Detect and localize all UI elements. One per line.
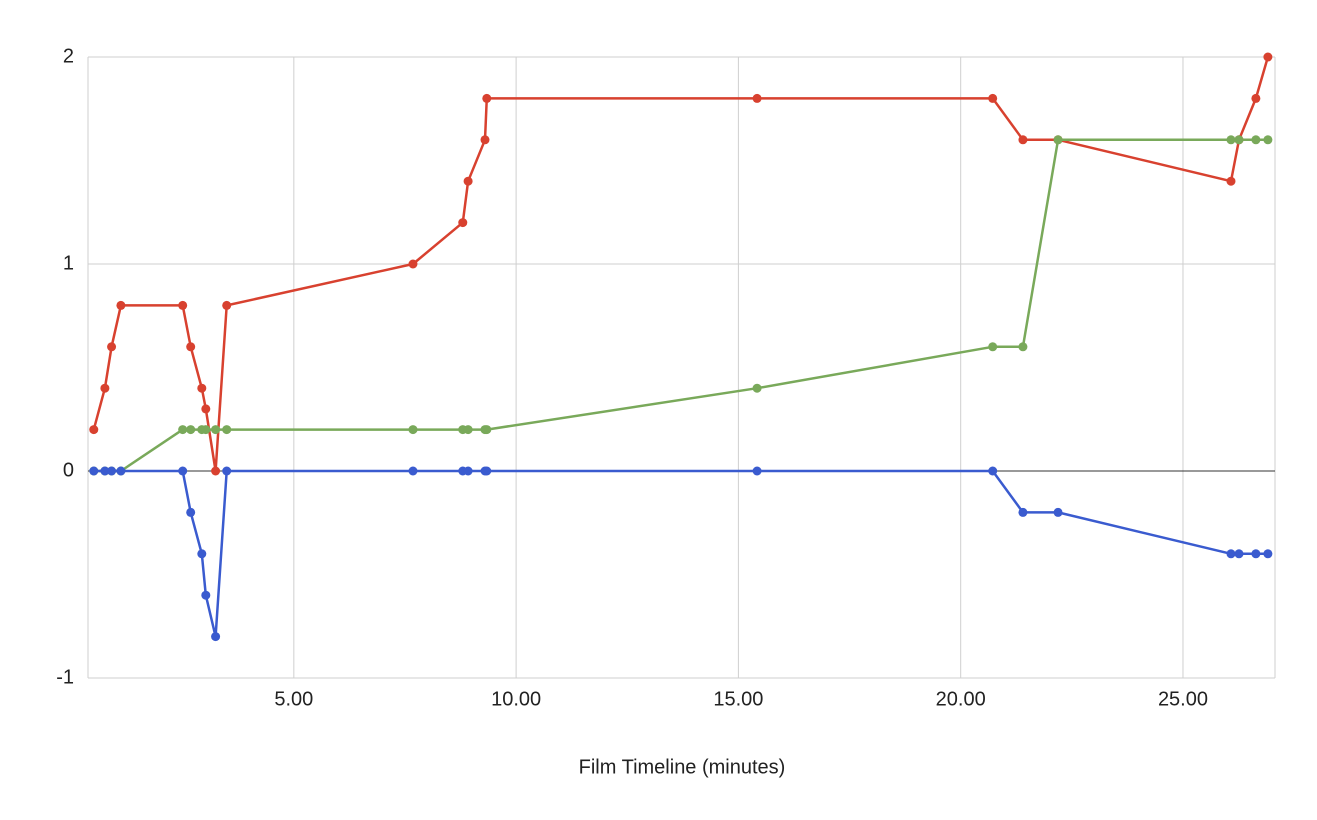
- data-point: [100, 466, 110, 476]
- series-line: [93, 469, 1268, 638]
- data-point: [1053, 507, 1063, 517]
- data-point: [482, 466, 492, 476]
- y-tick-label: -1: [56, 666, 74, 688]
- data-point: [1251, 549, 1261, 559]
- data-point: [1251, 135, 1261, 145]
- x-tick-label: 10.00: [491, 688, 541, 710]
- data-point: [178, 466, 188, 476]
- data-point: [186, 342, 196, 352]
- data-point: [988, 342, 998, 352]
- data-point: [116, 466, 126, 476]
- data-point: [1263, 549, 1273, 559]
- data-point: [222, 425, 232, 435]
- data-point: [89, 466, 99, 476]
- data-point: [211, 632, 221, 642]
- data-point: [463, 425, 473, 435]
- data-point: [201, 404, 211, 414]
- data-point: [463, 466, 473, 476]
- data-point: [1263, 52, 1273, 62]
- data-point: [482, 425, 492, 435]
- data-point: [89, 425, 99, 435]
- data-point: [408, 466, 418, 476]
- data-point: [100, 383, 110, 393]
- data-point: [463, 176, 473, 186]
- data-point: [988, 93, 998, 103]
- data-point: [1234, 135, 1244, 145]
- data-point: [988, 466, 998, 476]
- data-point: [186, 507, 196, 517]
- data-point: [201, 425, 211, 435]
- data-point: [1018, 507, 1028, 517]
- data-point: [197, 549, 207, 559]
- data-point: [752, 466, 762, 476]
- series-line: [93, 138, 1268, 473]
- data-point: [408, 425, 418, 435]
- data-point: [178, 300, 188, 310]
- data-point: [752, 383, 762, 393]
- data-point: [1234, 549, 1244, 559]
- y-tick-label: 1: [63, 252, 74, 274]
- data-point: [752, 93, 762, 103]
- x-tick-label: 5.00: [274, 688, 313, 710]
- data-point: [201, 590, 211, 600]
- data-point: [107, 466, 117, 476]
- data-point: [408, 259, 418, 269]
- data-point: [211, 466, 221, 476]
- data-point: [222, 466, 232, 476]
- y-tick-label: 0: [63, 459, 74, 481]
- x-tick-label: 25.00: [1158, 688, 1208, 710]
- data-point: [458, 218, 468, 228]
- data-point: [1018, 342, 1028, 352]
- data-point: [222, 300, 232, 310]
- x-axis-title: Film Timeline (minutes): [579, 756, 786, 778]
- data-point: [480, 135, 490, 145]
- data-point: [197, 383, 207, 393]
- data-point: [178, 425, 188, 435]
- x-tick-label: 20.00: [936, 688, 986, 710]
- data-point: [1053, 135, 1063, 145]
- data-point: [1263, 135, 1273, 145]
- data-point: [107, 342, 117, 352]
- data-point: [116, 300, 126, 310]
- data-point: [1226, 549, 1236, 559]
- data-point: [186, 425, 196, 435]
- data-point: [1251, 93, 1261, 103]
- x-tick-label: 15.00: [713, 688, 763, 710]
- data-point: [1018, 135, 1028, 145]
- y-tick-label: 2: [63, 45, 74, 67]
- data-point: [1226, 176, 1236, 186]
- data-point: [482, 93, 492, 103]
- data-point: [211, 425, 221, 435]
- data-point: [1226, 135, 1236, 145]
